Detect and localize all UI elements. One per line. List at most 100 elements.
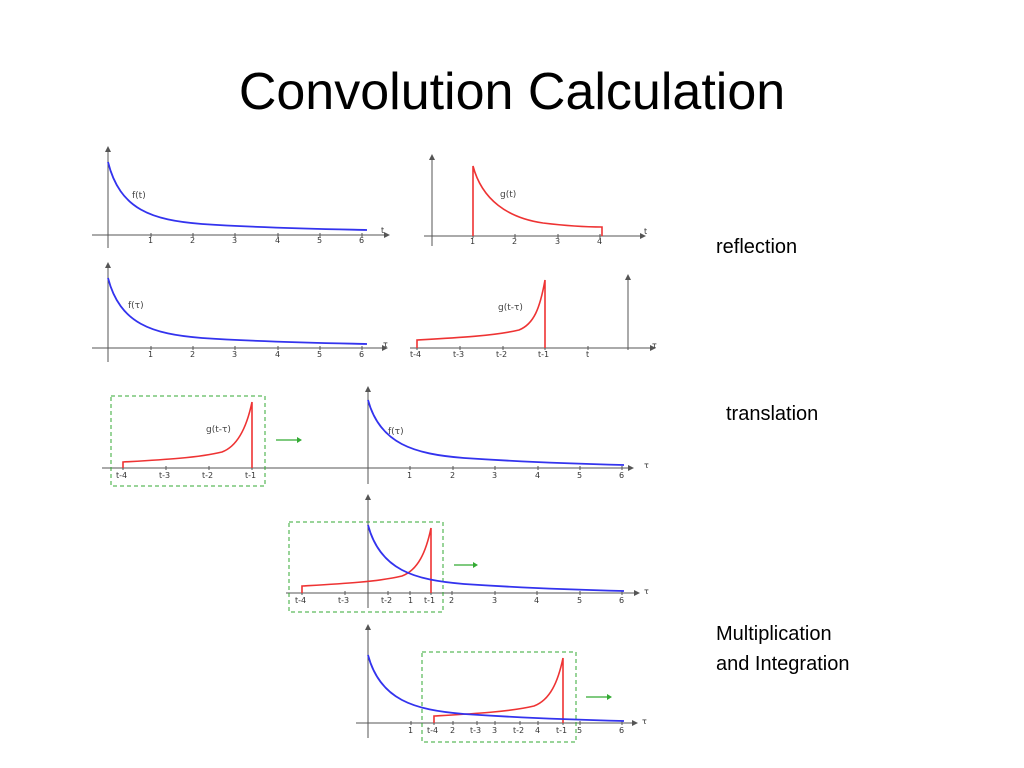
right-arrow-icon [473, 562, 478, 568]
y-axis-arrow-icon [365, 624, 371, 630]
x-axis-arrow-icon [632, 720, 638, 726]
tick-label: t-3 [470, 726, 481, 735]
plot-translation: t-4 t-3 t-2 t-1 1 2 3 4 5 6 τ g(t-τ) f(τ… [102, 386, 649, 487]
function-label: g(t) [500, 190, 516, 200]
tick-label: 1 [408, 726, 413, 735]
tick-label: t-1 [424, 596, 435, 605]
tick-label: 4 [535, 726, 540, 735]
tick-marks [150, 233, 363, 237]
tick-label: 1 [408, 596, 413, 605]
x-axis-arrow-icon [640, 233, 646, 239]
tick-label: 1 [148, 236, 153, 245]
tick-label: t-4 [410, 350, 421, 359]
tick-label: 3 [492, 596, 497, 605]
right-arrow-icon [607, 694, 612, 700]
axis-label: τ [642, 717, 647, 726]
tick-label: 3 [232, 350, 237, 359]
g-reflected-curve [301, 527, 432, 593]
tick-label: t-1 [556, 726, 567, 735]
multiplication-label-line2: and Integration [716, 653, 850, 675]
x-axis-arrow-icon [384, 232, 390, 238]
tick-label: 3 [492, 726, 497, 735]
tick-label: t-2 [381, 596, 392, 605]
window-box [421, 651, 577, 743]
tick-label: 5 [317, 236, 322, 245]
g-reflected-curve [122, 401, 253, 468]
tick-label: 4 [534, 596, 539, 605]
g-reflected-curve [416, 279, 546, 348]
tick-label: 4 [535, 471, 540, 480]
tick-label: 2 [450, 726, 455, 735]
tick-label: 5 [317, 350, 322, 359]
tick-label: 5 [577, 726, 582, 735]
function-label: f(τ) [128, 301, 144, 311]
x-axis-arrow-icon [650, 345, 656, 351]
x-axis-arrow-icon [634, 590, 640, 596]
tick-label: 4 [597, 237, 602, 246]
tick-label: 1 [148, 350, 153, 359]
right-arrow-icon [297, 437, 302, 443]
reflection-label: reflection [716, 236, 798, 258]
tick-label: 3 [232, 236, 237, 245]
axis-label: τ [652, 341, 657, 350]
tick-label: 2 [512, 237, 517, 246]
multiplication-label-line1: Multiplication [716, 623, 832, 645]
tick-label: 2 [190, 236, 195, 245]
tick-label: t-3 [159, 471, 170, 480]
plot-f-tau: 1 2 3 4 5 6 τ f(τ) [92, 262, 388, 362]
tick-marks [150, 346, 363, 350]
g-reflected-curve [433, 657, 564, 723]
plot-g-t: 1 2 3 4 t g(t) [424, 154, 647, 246]
tick-label: t-3 [453, 350, 464, 359]
tick-label: 2 [450, 471, 455, 480]
axis-label: t [644, 227, 647, 236]
tick-label: 5 [577, 596, 582, 605]
f-curve [107, 277, 368, 345]
f-curve [367, 399, 625, 466]
tick-label: t-4 [116, 471, 127, 480]
tick-label: t-1 [245, 471, 256, 480]
tick-label: t-4 [427, 726, 438, 735]
tick-label: 6 [619, 471, 624, 480]
y-axis-arrow-icon [625, 274, 631, 280]
x-axis-arrow-icon [382, 345, 388, 351]
f-function-label: f(τ) [388, 427, 404, 437]
plot-overlap-2: 1 t-4 2 t-3 3 t-2 4 t-1 5 6 τ [356, 624, 647, 743]
g-function-label: g(t-τ) [206, 425, 231, 435]
f-curve [107, 161, 368, 231]
plot-g-t-minus-tau: t-4 t-3 t-2 t-1 t τ g(t-τ) [410, 274, 657, 359]
plot-f-t: 1 2 3 4 5 6 t f(t) [92, 146, 390, 248]
tick-label: 1 [470, 237, 475, 246]
tick-label: 6 [619, 596, 624, 605]
axis-label: τ [383, 340, 388, 349]
slide-title: Convolution Calculation [238, 63, 786, 121]
tick-label: t [586, 350, 589, 359]
tick-label: 3 [555, 237, 560, 246]
y-axis-arrow-icon [365, 494, 371, 500]
tick-label: t-1 [538, 350, 549, 359]
tick-label: 2 [449, 596, 454, 605]
tick-label: 6 [359, 350, 364, 359]
f-curve [367, 524, 625, 592]
tick-label: t-4 [295, 596, 306, 605]
x-axis-arrow-icon [628, 465, 634, 471]
g-curve [472, 165, 603, 236]
plot-overlap-1: t-4 t-3 t-2 1 t-1 2 3 4 5 6 τ [286, 494, 649, 613]
translation-label: translation [726, 403, 819, 425]
tick-label: 6 [619, 726, 624, 735]
tick-label: t-2 [202, 471, 213, 480]
tick-label: 4 [275, 350, 280, 359]
y-axis-arrow-icon [365, 386, 371, 392]
tick-label: 4 [275, 236, 280, 245]
function-label: g(t-τ) [498, 303, 523, 313]
axis-label: t [381, 226, 384, 235]
axis-label: τ [644, 461, 649, 470]
y-axis-arrow-icon [105, 262, 111, 268]
f-curve [367, 654, 625, 722]
tick-label: 3 [492, 471, 497, 480]
tick-label: 1 [407, 471, 412, 480]
axis-label: τ [644, 587, 649, 596]
tick-label: 5 [577, 471, 582, 480]
tick-label: 2 [190, 350, 195, 359]
function-label: f(t) [132, 191, 146, 201]
